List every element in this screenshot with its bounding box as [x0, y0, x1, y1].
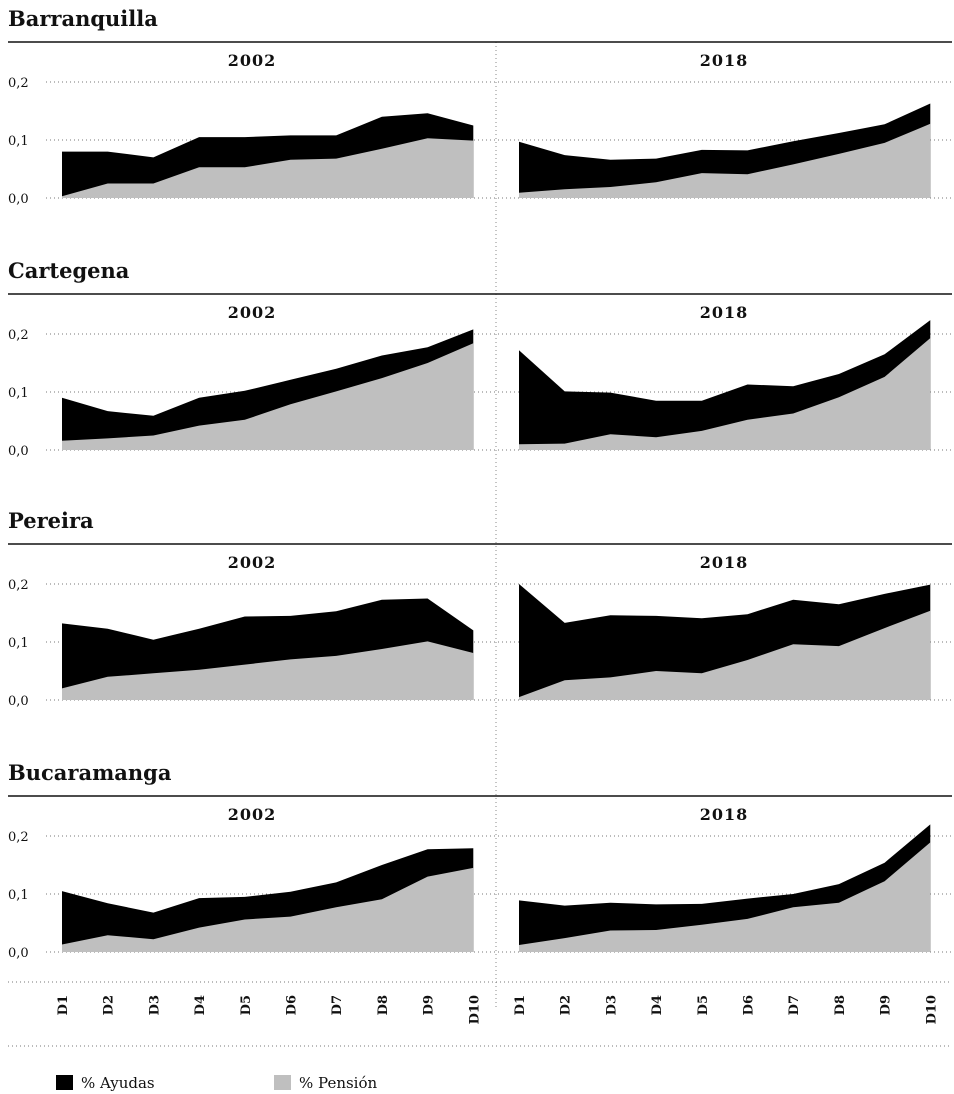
x-tick-label: D4 — [650, 995, 665, 1015]
x-tick-label: D1 — [56, 995, 71, 1015]
y-tick-label: 0,2 — [8, 76, 29, 91]
legend-label: % Pensión — [299, 1074, 378, 1092]
year-label: 2018 — [700, 553, 749, 572]
pension-area — [519, 842, 931, 952]
year-label: 2002 — [228, 51, 277, 70]
city-panel-3: Bucaramanga 0,0 0,1 0,2 2002 2018 — [8, 760, 952, 961]
city-panel-1: Cartegena 0,0 0,1 0,2 2002 2018 — [8, 258, 952, 459]
pension-area — [519, 610, 931, 700]
y-tick-label: 0,0 — [8, 946, 29, 961]
city-panel-0: Barranquilla 0,0 0,1 0,2 2002 2018 — [8, 6, 952, 207]
city-title: Cartegena — [8, 258, 130, 283]
y-tick-label: 0,1 — [8, 386, 29, 401]
x-tick-label: D4 — [193, 995, 208, 1015]
year-label: 2018 — [700, 303, 749, 322]
year-label: 2002 — [228, 805, 277, 824]
year-subplot-2018: 2018 — [519, 553, 931, 700]
y-tick-label: 0,2 — [8, 328, 29, 343]
pension-area — [519, 338, 931, 450]
x-tick-label: D2 — [102, 995, 117, 1015]
y-tick-label: 0,2 — [8, 830, 29, 845]
pension-area — [519, 123, 931, 198]
x-tick-label: D9 — [422, 995, 437, 1015]
year-label: 2018 — [700, 805, 749, 824]
pension-area — [62, 138, 474, 198]
city-title: Pereira — [8, 508, 94, 533]
city-title: Barranquilla — [8, 6, 158, 31]
y-tick-label: 0,1 — [8, 888, 29, 903]
x-tick-label: D2 — [559, 995, 574, 1015]
y-tick-label: 0,0 — [8, 444, 29, 459]
x-tick-label: D7 — [787, 995, 802, 1015]
legend-swatch — [56, 1075, 73, 1090]
x-tick-label: D8 — [376, 995, 391, 1015]
y-tick-label: 0,1 — [8, 134, 29, 149]
x-tick-label: D1 — [513, 995, 528, 1015]
pension-area — [62, 343, 474, 450]
x-tick-label: D8 — [833, 995, 848, 1015]
legend-item-pension: % Pensión — [274, 1074, 378, 1092]
year-label: 2002 — [228, 553, 277, 572]
legend-swatch — [274, 1075, 291, 1090]
x-tick-label: D3 — [147, 995, 162, 1015]
year-subplot-2002: 2002 — [62, 51, 474, 198]
x-tick-label: D5 — [696, 995, 711, 1015]
y-tick-label: 0,0 — [8, 694, 29, 709]
year-label: 2002 — [228, 303, 277, 322]
city-panel-2: Pereira 0,0 0,1 0,2 2002 2018 — [8, 508, 952, 709]
legend-item-ayudas: % Ayudas — [56, 1074, 155, 1092]
legend-label: % Ayudas — [81, 1074, 155, 1092]
y-tick-label: 0,2 — [8, 578, 29, 593]
y-tick-label: 0,0 — [8, 192, 29, 207]
year-subplot-2018: 2018 — [519, 805, 931, 952]
x-tick-label: D3 — [604, 995, 619, 1015]
city-title: Bucaramanga — [8, 760, 172, 785]
year-label: 2018 — [700, 51, 749, 70]
pension-area — [62, 867, 474, 952]
x-tick-label: D5 — [239, 995, 254, 1015]
x-tick-label: D9 — [879, 995, 894, 1015]
pension-area — [62, 641, 474, 700]
year-subplot-2018: 2018 — [519, 51, 931, 198]
year-subplot-2002: 2002 — [62, 303, 474, 450]
x-tick-label: D7 — [330, 995, 345, 1015]
x-tick-label: D6 — [742, 995, 757, 1015]
year-subplot-2002: 2002 — [62, 553, 474, 700]
y-tick-label: 0,1 — [8, 636, 29, 651]
x-tick-label: D6 — [285, 995, 300, 1015]
x-tick-label: D10 — [924, 995, 939, 1024]
year-subplot-2018: 2018 — [519, 303, 931, 450]
x-tick-label: D10 — [467, 995, 482, 1024]
year-subplot-2002: 2002 — [62, 805, 474, 952]
